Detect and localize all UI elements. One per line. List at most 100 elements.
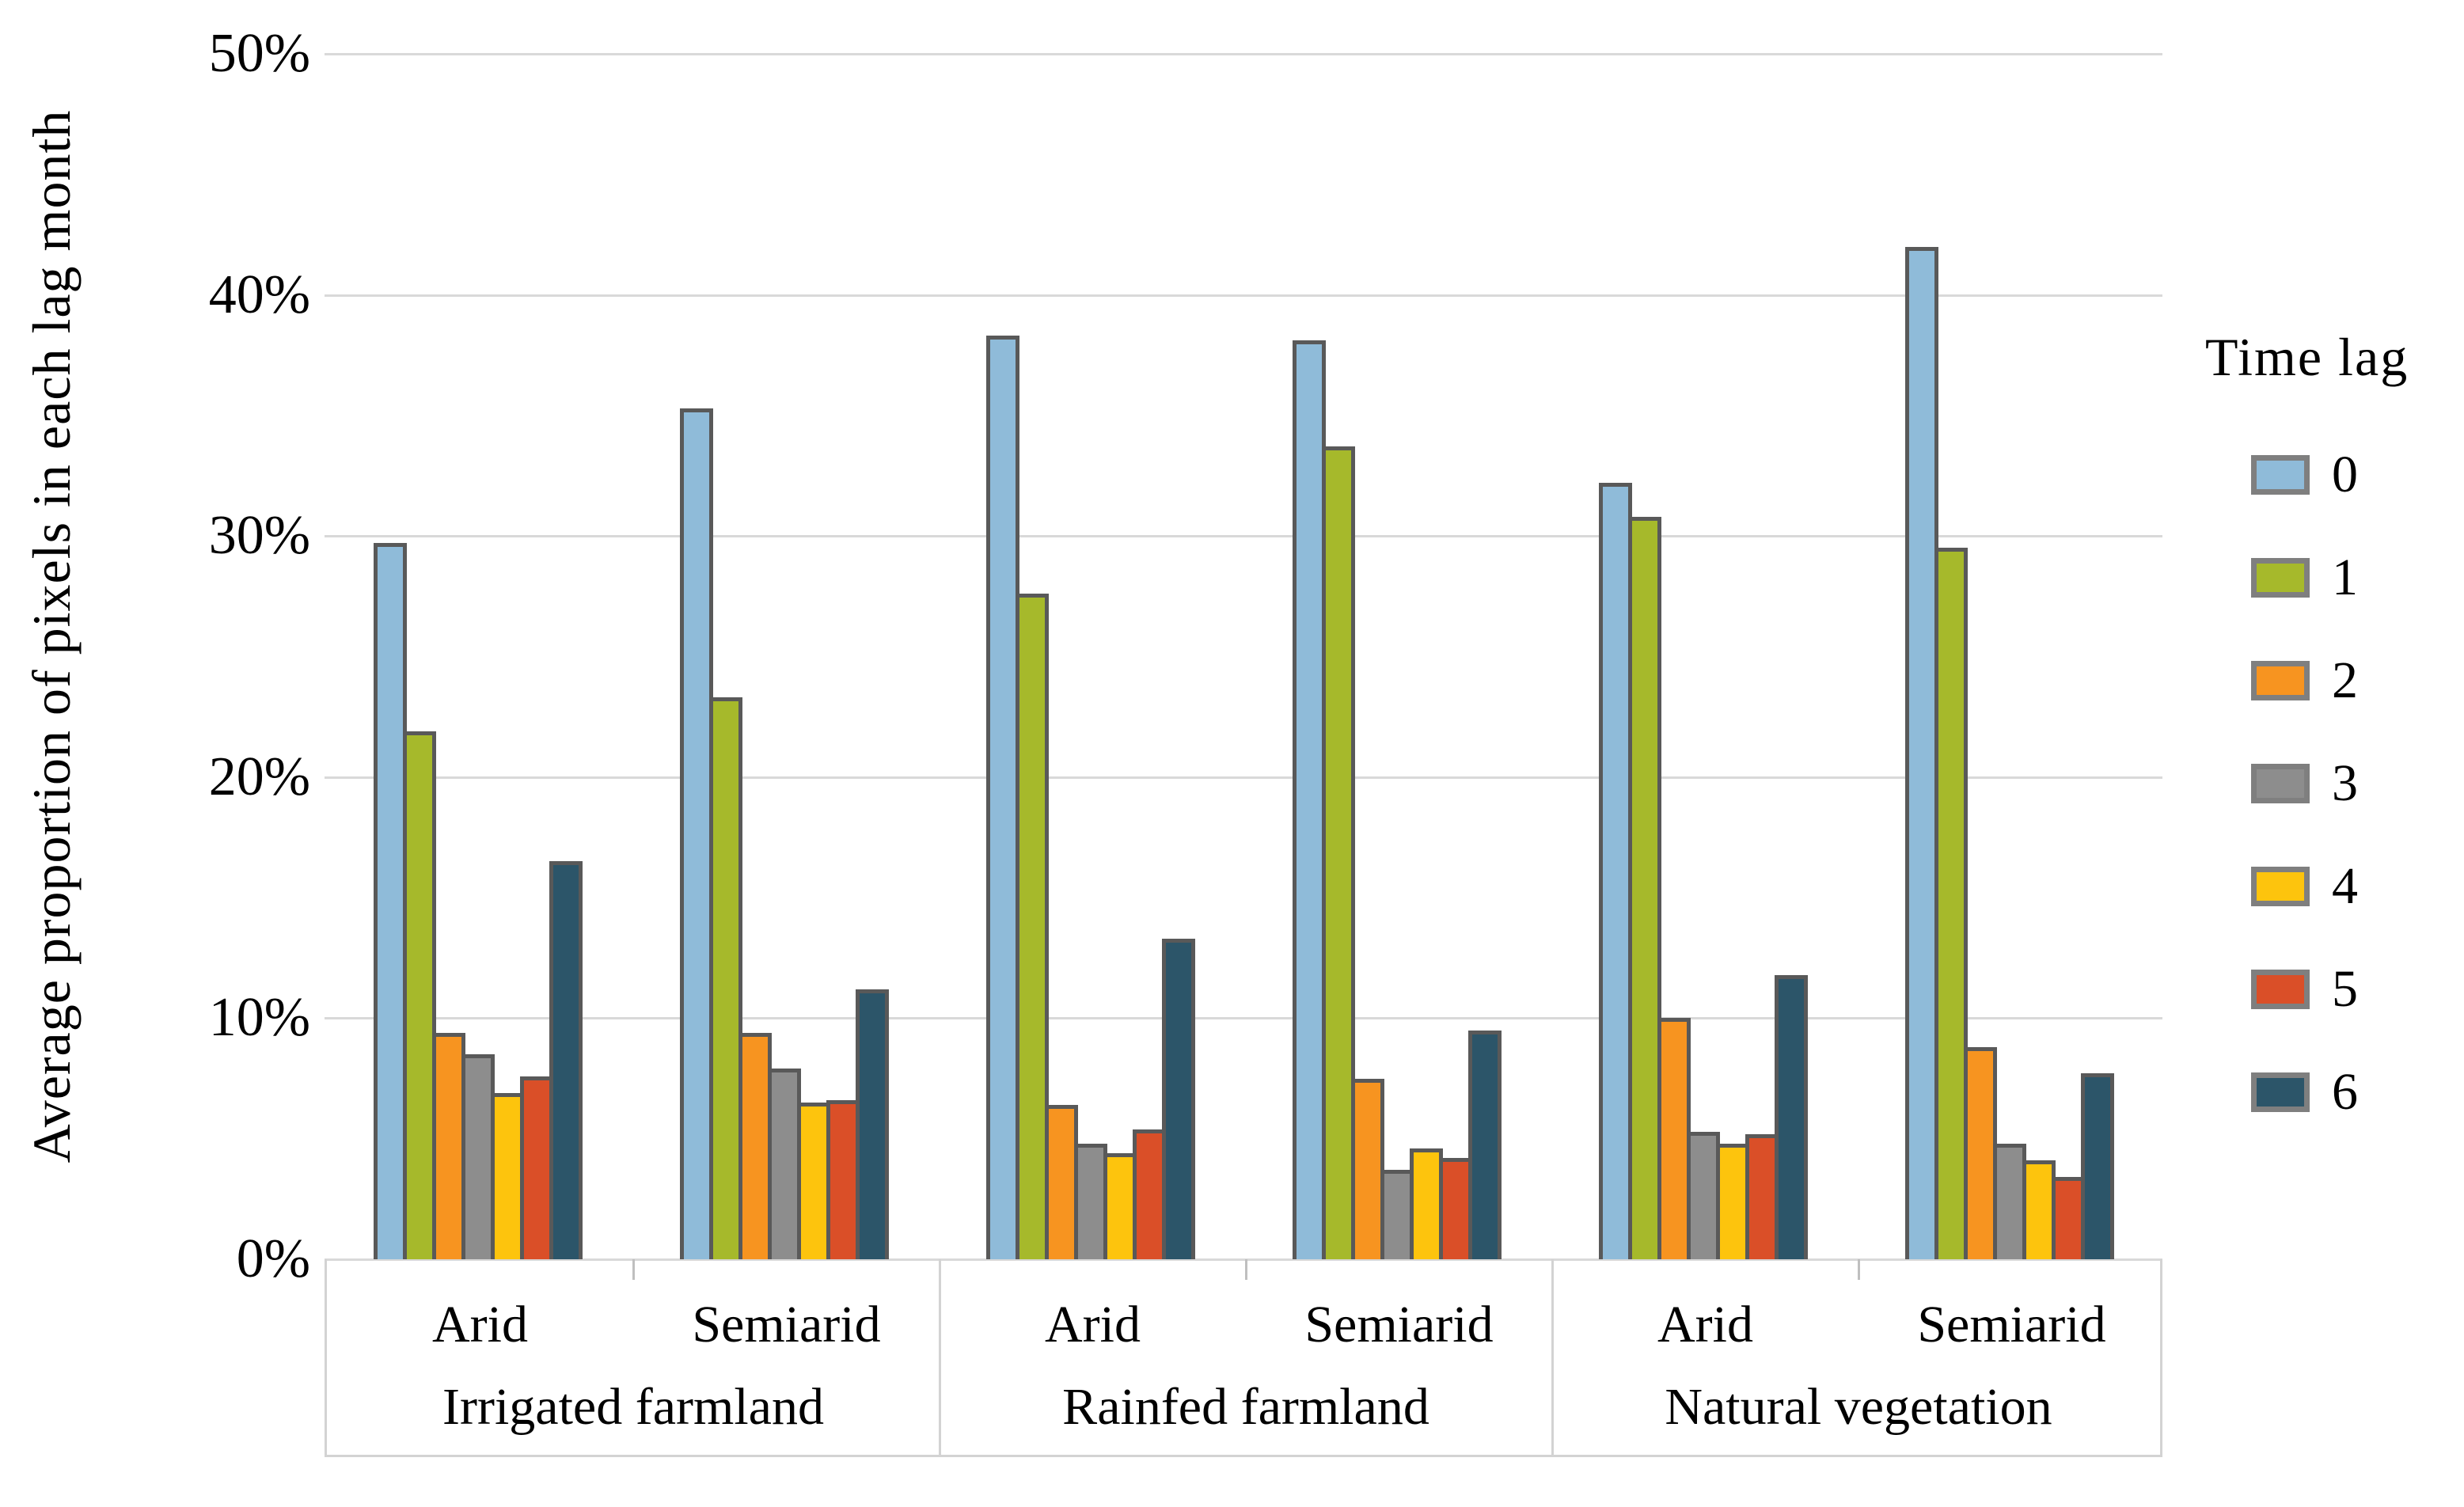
legend-item-lag-6: 6	[2205, 1041, 2464, 1144]
bar-lag-0	[1598, 483, 1632, 1259]
bar-lag-0	[1904, 247, 1938, 1259]
bar-lag-1	[402, 731, 436, 1259]
legend-item-label: 1	[2332, 549, 2358, 606]
category-major-label: Irrigated farmland	[442, 1378, 824, 1436]
bar-lag-2	[1657, 1018, 1691, 1259]
y-tick-label: 10%	[208, 987, 310, 1049]
legend-item-lag-4: 4	[2205, 835, 2464, 938]
gridline	[325, 1017, 2162, 1020]
y-axis-title: Average proportion of pixels in each lag…	[21, 109, 82, 1163]
bar-lag-4	[1715, 1144, 1749, 1259]
category-major-label: Rainfed farmland	[1062, 1378, 1429, 1436]
bar-cluster-irrigated-farmland-semiarid	[679, 408, 889, 1259]
category-minor-tick	[1245, 1259, 1247, 1280]
category-minor-label: Arid	[1657, 1296, 1753, 1353]
bar-lag-3	[1992, 1144, 2026, 1259]
bar-lag-1	[708, 697, 742, 1259]
bar-lag-4	[2022, 1160, 2056, 1259]
legend-swatch-icon	[2251, 661, 2310, 700]
y-tick-label: 30%	[208, 505, 310, 567]
legend-item-lag-3: 3	[2205, 732, 2464, 835]
bar-lag-2	[431, 1033, 465, 1259]
bar-lag-4	[1103, 1153, 1137, 1259]
legend-item-lag-5: 5	[2205, 938, 2464, 1041]
legend-swatch-icon	[2251, 455, 2310, 495]
bar-lag-0	[1292, 340, 1326, 1259]
bar-lag-6	[1774, 975, 1808, 1259]
legend-title: Time lag	[2205, 327, 2409, 387]
bar-lag-3	[767, 1069, 801, 1259]
bar-lag-3	[1073, 1144, 1107, 1259]
legend-item-label: 2	[2332, 651, 2358, 709]
bar-lag-5	[2051, 1177, 2085, 1259]
bar-lag-3	[1380, 1170, 1414, 1259]
bar-lag-5	[826, 1100, 860, 1259]
bar-lag-2	[1963, 1047, 1997, 1259]
category-minor-tick	[1858, 1259, 1860, 1280]
bar-lag-0	[985, 336, 1019, 1259]
category-minor-label: Arid	[432, 1296, 528, 1353]
category-divider	[1551, 1259, 1554, 1455]
gridline	[325, 535, 2162, 538]
category-minor-label: Semiarid	[692, 1296, 881, 1353]
legend-swatch-icon	[2251, 867, 2310, 906]
legend-item-label: 3	[2332, 754, 2358, 812]
category-axis: Arid Semiarid Irrigated farmland Arid Semiar…	[325, 1259, 2162, 1457]
bar-cluster-rainfed-farmland-arid	[985, 336, 1195, 1259]
bar-lag-3	[461, 1054, 495, 1259]
bar-lag-6	[549, 861, 583, 1259]
legend-item-lag-0: 0	[2205, 423, 2464, 526]
gridline	[325, 776, 2162, 779]
category-minor-tick	[632, 1259, 635, 1280]
y-tick-label: 20%	[208, 746, 310, 807]
bar-lag-4	[1409, 1148, 1443, 1259]
bar-cluster-rainfed-farmland-semiarid	[1292, 340, 1502, 1259]
bar-lag-5	[1132, 1129, 1166, 1259]
bar-lag-1	[1321, 446, 1355, 1259]
bar-cluster-irrigated-farmland-arid	[373, 543, 583, 1259]
legend-items: 0 1 2 3 4 5 6	[2205, 423, 2464, 1144]
y-tick-label: 0%	[236, 1228, 310, 1289]
category-major-label: Natural vegetation	[1665, 1378, 2052, 1436]
category-minor-label: Semiarid	[1917, 1296, 2106, 1353]
bar-lag-5	[1745, 1134, 1779, 1259]
bar-lag-2	[1350, 1079, 1384, 1259]
bar-cluster-natural-vegetation-arid	[1598, 483, 1808, 1259]
gridline	[325, 294, 2162, 297]
bar-lag-4	[796, 1103, 830, 1259]
y-tick-label: 40%	[208, 264, 310, 325]
legend-item-lag-2: 2	[2205, 629, 2464, 732]
legend-swatch-icon	[2251, 970, 2310, 1009]
bar-lag-0	[679, 408, 713, 1259]
legend-item-label: 0	[2332, 446, 2358, 503]
legend-item-label: 6	[2332, 1063, 2358, 1121]
bar-lag-2	[1044, 1105, 1078, 1259]
bar-lag-0	[373, 543, 407, 1259]
gridline	[325, 1258, 2162, 1261]
bar-lag-3	[1686, 1132, 1720, 1259]
bar-lag-6	[855, 989, 889, 1259]
bar-lag-6	[1467, 1031, 1502, 1259]
bar-lag-2	[738, 1033, 772, 1259]
gridline	[325, 53, 2162, 55]
legend-item-lag-1: 1	[2205, 526, 2464, 629]
category-minor-label: Arid	[1045, 1296, 1141, 1353]
category-minor-label: Semiarid	[1304, 1296, 1494, 1353]
bar-lag-5	[519, 1076, 553, 1259]
bar-lag-1	[1934, 548, 1968, 1259]
bar-lag-6	[2080, 1073, 2114, 1259]
bar-lag-6	[1161, 939, 1195, 1259]
bar-lag-1	[1627, 517, 1661, 1259]
y-tick-label: 50%	[208, 23, 310, 84]
legend-swatch-icon	[2251, 558, 2310, 598]
bar-lag-5	[1438, 1158, 1472, 1259]
bar-lag-1	[1015, 594, 1049, 1259]
category-divider	[939, 1259, 941, 1455]
legend-item-label: 5	[2332, 960, 2358, 1018]
bar-cluster-natural-vegetation-semiarid	[1904, 247, 2114, 1259]
legend-swatch-icon	[2251, 764, 2310, 803]
plot-area	[325, 53, 2162, 1261]
legend: Time lag 0 1 2 3 4 5 6	[2205, 326, 2464, 1144]
legend-item-label: 4	[2332, 857, 2358, 915]
